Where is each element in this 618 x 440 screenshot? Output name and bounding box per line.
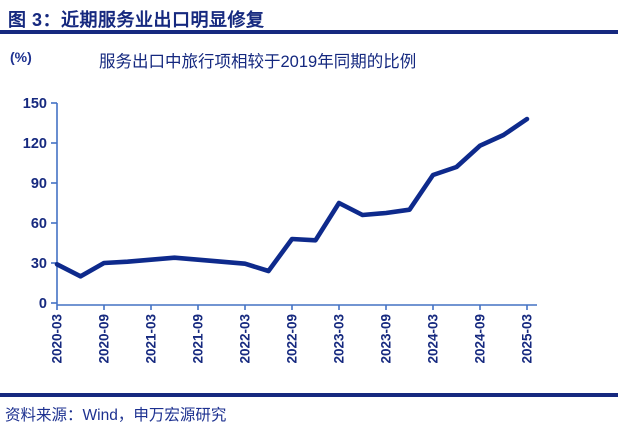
x-tick-label: 2024-09 xyxy=(473,314,488,364)
y-axis-unit-label: (%) xyxy=(10,49,32,65)
x-tick-label: 2020-09 xyxy=(97,314,112,364)
x-tick-label: 2022-03 xyxy=(238,314,253,364)
chart-title: 服务出口中旅行项相较于2019年同期的比例 xyxy=(99,53,417,71)
y-tick-label: 120 xyxy=(23,136,47,152)
y-tick-label: 60 xyxy=(31,216,47,232)
x-tick-label: 2020-03 xyxy=(50,314,65,364)
header-divider xyxy=(0,30,618,34)
y-tick-label: 0 xyxy=(39,296,47,312)
footer-divider xyxy=(0,393,618,397)
y-tick-label: 90 xyxy=(31,176,47,192)
x-tick-label: 2021-03 xyxy=(144,314,159,364)
figure-title: 图 3：近期服务业出口明显修复 xyxy=(8,10,265,30)
x-tick-label: 2021-09 xyxy=(191,314,206,364)
y-tick-label: 150 xyxy=(23,96,47,112)
x-tick-label: 2024-03 xyxy=(426,314,441,364)
x-tick-label: 2023-09 xyxy=(379,314,394,364)
source-attribution: 资料来源：Wind，申万宏源研究 xyxy=(5,407,227,424)
x-tick-label: 2022-09 xyxy=(285,314,300,364)
x-tick-label: 2025-03 xyxy=(520,314,535,364)
y-tick-label: 30 xyxy=(31,256,47,272)
x-tick-label: 2023-03 xyxy=(332,314,347,364)
data-series-line xyxy=(54,116,530,279)
